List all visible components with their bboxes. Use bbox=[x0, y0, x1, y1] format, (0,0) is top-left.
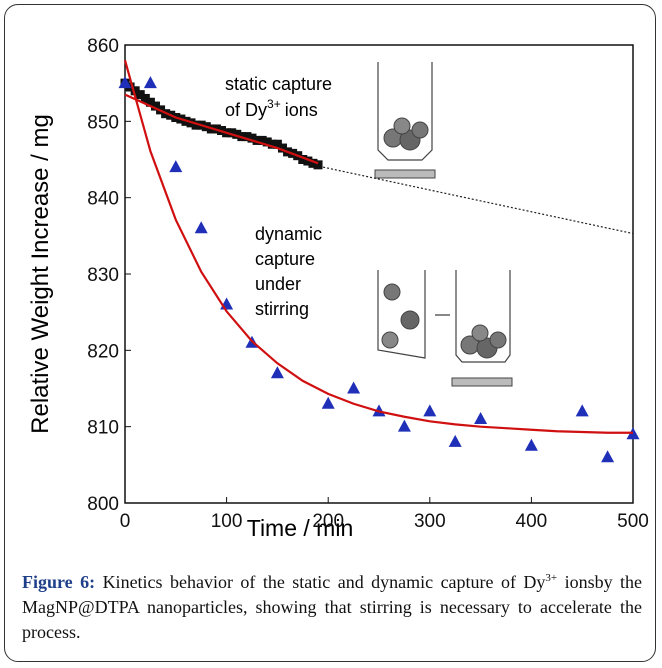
y-axis-label: Relative Weight Increase / mg bbox=[27, 114, 54, 434]
square-marker bbox=[247, 133, 257, 143]
plot-frame bbox=[124, 44, 634, 504]
triangle-marker bbox=[474, 412, 488, 425]
square-marker bbox=[298, 155, 308, 164]
x-axis-label: Time / min bbox=[247, 515, 354, 541]
triangle-marker bbox=[423, 404, 437, 417]
square-marker bbox=[242, 132, 252, 142]
triangle-marker bbox=[118, 76, 132, 89]
annotation: static capture bbox=[225, 74, 332, 94]
y-tick-label: 840 bbox=[87, 189, 119, 210]
x-tick-label: 100 bbox=[211, 511, 243, 532]
y-tick-label: 820 bbox=[87, 341, 119, 362]
annotation: of Dy3+ ions bbox=[225, 97, 318, 120]
square-marker bbox=[257, 135, 267, 145]
square-marker bbox=[130, 86, 140, 96]
caption-label: Figure 6: bbox=[22, 572, 96, 592]
square-marker bbox=[252, 135, 262, 145]
triangle-marker bbox=[347, 381, 361, 394]
annotation-part: ions bbox=[285, 100, 318, 120]
square-marker bbox=[227, 128, 237, 138]
square-marker bbox=[150, 101, 160, 111]
triangle-marker bbox=[601, 450, 615, 463]
triangle-marker bbox=[270, 366, 284, 379]
fit-line bbox=[123, 59, 633, 434]
y-tick-label: 850 bbox=[87, 112, 119, 133]
y-tick-label: 810 bbox=[87, 418, 119, 439]
square-marker bbox=[272, 139, 282, 149]
triangle-marker bbox=[143, 76, 157, 89]
caption: Figure 6: Kinetics behavior of the stati… bbox=[22, 566, 642, 645]
triangle-marker bbox=[321, 396, 335, 409]
square-marker bbox=[267, 139, 277, 149]
triangle-marker bbox=[194, 221, 208, 234]
fit-line bbox=[124, 93, 319, 165]
square-marker bbox=[308, 158, 318, 168]
annotation: capture bbox=[255, 249, 315, 269]
caption-text: Kinetics behavior of the static and dyna… bbox=[102, 572, 546, 592]
fit-line bbox=[322, 166, 634, 235]
annotation: under bbox=[255, 274, 301, 294]
y-tick-label: 800 bbox=[87, 494, 119, 515]
inset-dynamic bbox=[377, 270, 513, 387]
square-marker bbox=[140, 93, 150, 103]
x-tick-label: 400 bbox=[516, 511, 548, 532]
x-tick-label: 200 bbox=[312, 511, 344, 532]
chart: Time / min Relative Weight Increase / mg… bbox=[27, 36, 649, 541]
square-marker bbox=[232, 129, 242, 139]
figure-frame bbox=[4, 4, 656, 662]
caption-superscript: 3+ bbox=[545, 572, 558, 584]
triangle-marker bbox=[169, 160, 183, 173]
triangle-marker bbox=[397, 419, 411, 432]
square-marker bbox=[135, 90, 145, 100]
annotation-superscript: 3+ bbox=[267, 97, 281, 111]
x-tick-label: 500 bbox=[617, 511, 649, 532]
y-tick-label: 830 bbox=[87, 265, 119, 286]
triangle-marker bbox=[575, 404, 589, 417]
square-marker bbox=[145, 97, 155, 107]
y-tick-label: 860 bbox=[87, 36, 119, 57]
x-tick-label: 300 bbox=[414, 511, 446, 532]
annotation: dynamic bbox=[255, 224, 322, 244]
square-marker bbox=[262, 137, 272, 147]
caption-text: ionsby the MagNP@DTPA nanoparticles, sho… bbox=[22, 572, 643, 642]
annotation: stirring bbox=[255, 299, 309, 319]
square-marker bbox=[191, 120, 201, 130]
triangle-marker bbox=[524, 438, 538, 451]
square-marker bbox=[277, 143, 287, 153]
annotation-part: of Dy bbox=[225, 100, 267, 120]
triangle-marker bbox=[448, 434, 462, 447]
square-marker bbox=[313, 160, 323, 170]
inset-static bbox=[374, 62, 436, 179]
square-marker bbox=[303, 156, 313, 166]
x-tick-label: 0 bbox=[120, 511, 131, 532]
